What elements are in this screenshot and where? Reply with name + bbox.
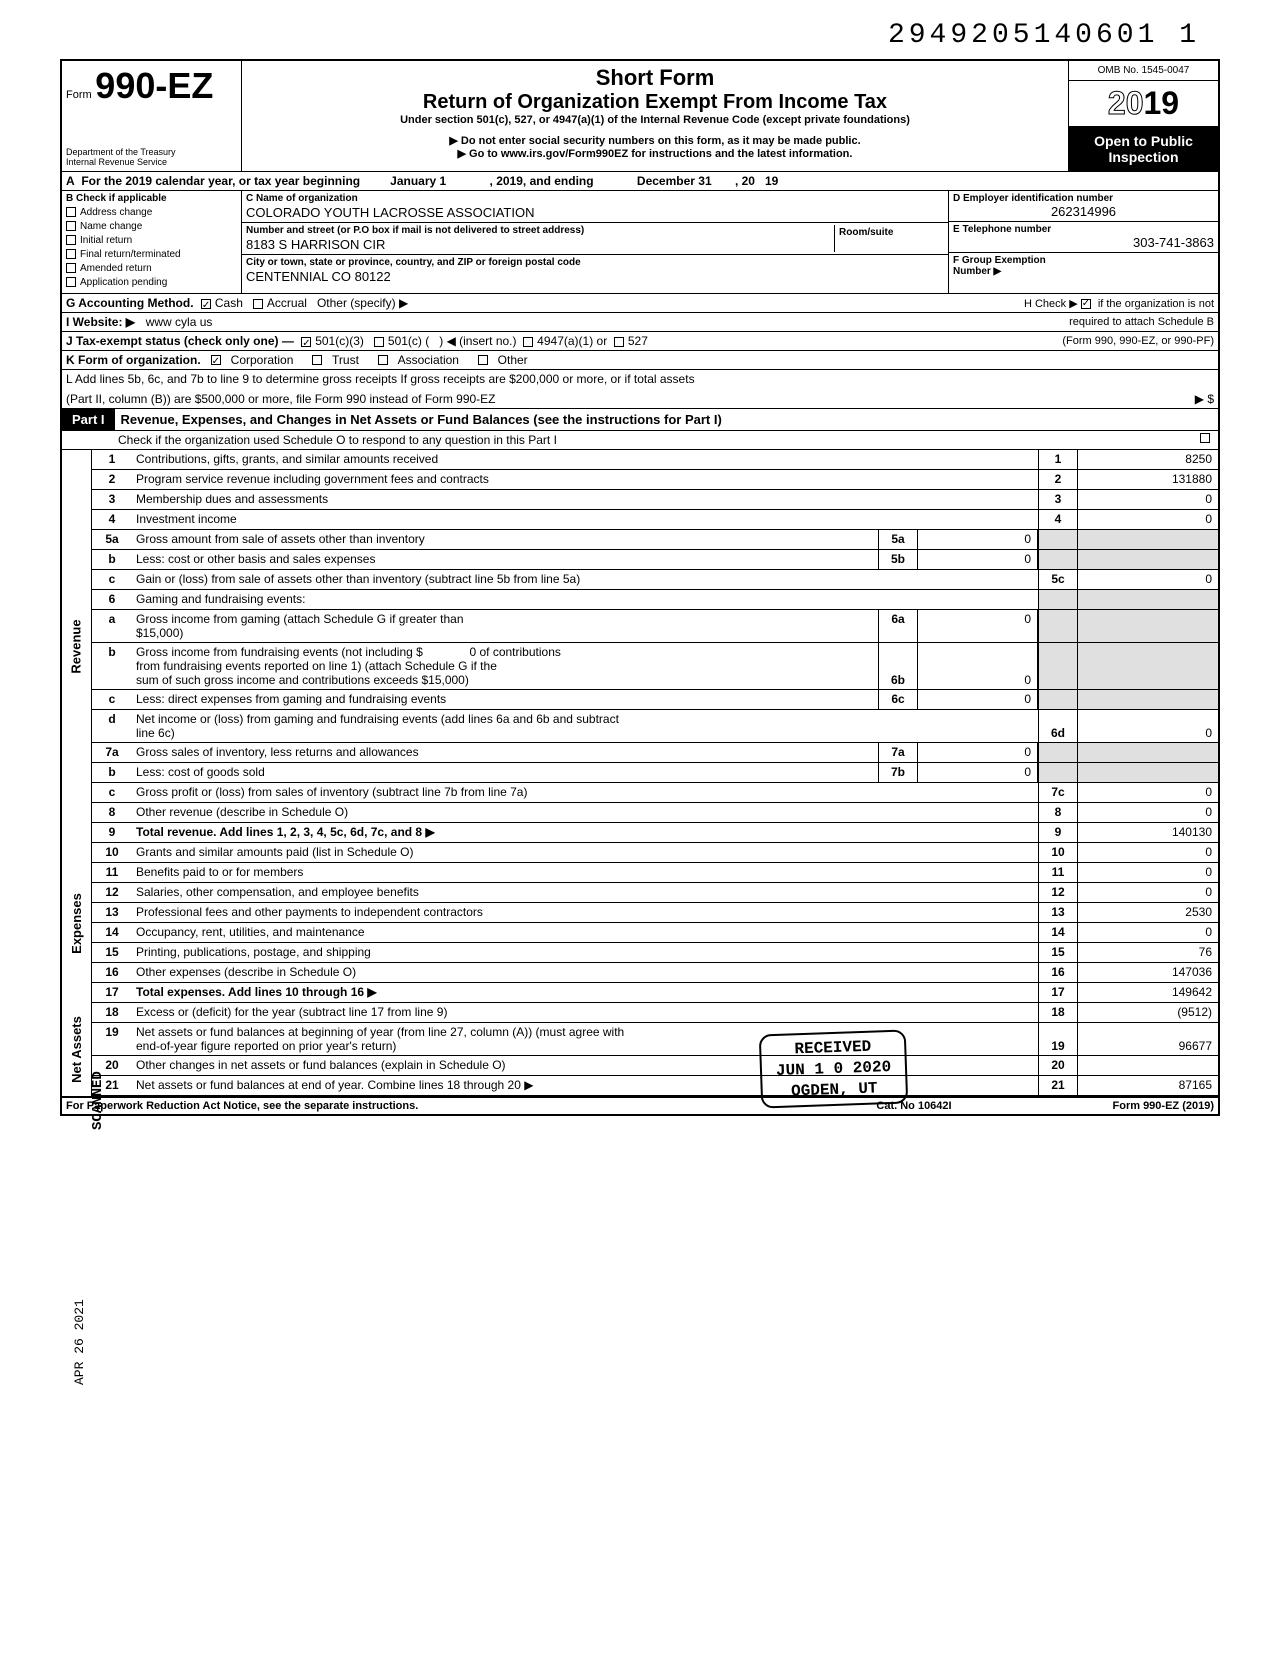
- part1-header: Part I Revenue, Expenses, and Changes in…: [60, 408, 1220, 431]
- short-form-label: Short Form: [250, 65, 1060, 91]
- form-prefix: Form: [66, 89, 92, 101]
- org-info-block: B Check if applicable Address change Nam…: [60, 190, 1220, 293]
- document-number: 2949205140601 1: [60, 20, 1200, 51]
- footer: For Paperwork Reduction Act Notice, see …: [60, 1098, 1220, 1116]
- line-13: 13 Professional fees and other payments …: [92, 903, 1218, 923]
- line-1: 1 Contributions, gifts, grants, and simi…: [92, 450, 1218, 470]
- org-name-label: C Name of organization: [246, 193, 944, 204]
- scanned-stamp: SCANNED: [90, 1071, 106, 1130]
- revenue-section: Revenue 1 Contributions, gifts, grants, …: [60, 450, 1220, 843]
- line-7a: 7a Gross sales of inventory, less return…: [92, 743, 1218, 763]
- room-suite-label: Room/suite: [834, 225, 944, 252]
- line-6c: c Less: direct expenses from gaming and …: [92, 690, 1218, 710]
- line-5a: 5a Gross amount from sale of assets othe…: [92, 530, 1218, 550]
- row-k-form-org: K Form of organization. Corporation Trus…: [60, 350, 1220, 369]
- line-18: 18 Excess or (deficit) for the year (sub…: [92, 1003, 1218, 1023]
- line-20: 20 Other changes in net assets or fund b…: [92, 1056, 1218, 1076]
- group-exemption-number: Number ▶: [953, 266, 1214, 277]
- line-6b: b Gross income from fundraising events (…: [92, 643, 1218, 690]
- cb-cash[interactable]: [201, 299, 211, 309]
- cb-501c[interactable]: [374, 337, 384, 347]
- line-16: 16 Other expenses (describe in Schedule …: [92, 963, 1218, 983]
- row-j-tax-exempt: J Tax-exempt status (check only one) — 5…: [60, 331, 1220, 350]
- city: CENTENNIAL CO 80122: [246, 268, 944, 284]
- revenue-label: Revenue: [69, 619, 84, 673]
- ein-label: D Employer identification number: [953, 193, 1214, 204]
- received-stamp: RECEIVED JUN 1 0 2020 OGDEN, UT: [759, 1029, 909, 1108]
- omb-number: OMB No. 1545-0047: [1069, 61, 1218, 81]
- cb-name-change[interactable]: [66, 221, 76, 231]
- line-12: 12 Salaries, other compensation, and emp…: [92, 883, 1218, 903]
- tax-year: 20201919: [1069, 81, 1218, 127]
- expenses-label: Expenses: [69, 893, 84, 954]
- line-5b: b Less: cost or other basis and sales ex…: [92, 550, 1218, 570]
- netassets-section: Net Assets 18 Excess or (deficit) for th…: [60, 1003, 1220, 1098]
- ein: 262314996: [953, 204, 1214, 219]
- date-stamp: APR 26 2021: [72, 1299, 87, 1385]
- cb-application-pending[interactable]: [66, 277, 76, 287]
- line-15: 15 Printing, publications, postage, and …: [92, 943, 1218, 963]
- cb-corporation[interactable]: [211, 355, 221, 365]
- cb-schedule-o[interactable]: [1200, 433, 1210, 443]
- org-name: COLORADO YOUTH LACROSSE ASSOCIATION: [246, 204, 944, 220]
- street: 8183 S HARRISON CIR: [246, 236, 834, 252]
- cb-association[interactable]: [378, 355, 388, 365]
- line-14: 14 Occupancy, rent, utilities, and maint…: [92, 923, 1218, 943]
- cb-4947[interactable]: [523, 337, 533, 347]
- line-5c: c Gain or (loss) from sale of assets oth…: [92, 570, 1218, 590]
- cb-address-change[interactable]: [66, 207, 76, 217]
- phone-label: E Telephone number: [953, 224, 1214, 235]
- cb-schedule-b[interactable]: [1081, 299, 1091, 309]
- do-not-enter: ▶ Do not enter social security numbers o…: [250, 134, 1060, 147]
- irs: Internal Revenue Service: [66, 157, 237, 167]
- line-6: 6 Gaming and fundraising events:: [92, 590, 1218, 610]
- under-section: Under section 501(c), 527, or 4947(a)(1)…: [250, 114, 1060, 126]
- line-7b: b Less: cost of goods sold 7b 0: [92, 763, 1218, 783]
- line-7c: c Gross profit or (loss) from sales of i…: [92, 783, 1218, 803]
- city-label: City or town, state or province, country…: [246, 257, 944, 268]
- form-number: 990-EZ: [95, 65, 213, 106]
- row-i-website: I Website: ▶ www cyla us required to att…: [60, 312, 1220, 331]
- phone: 303-741-3863: [953, 235, 1214, 250]
- row-g-accounting: G Accounting Method. Cash Accrual Other …: [60, 293, 1220, 312]
- goto-url: ▶ Go to www.irs.gov/Form990EZ for instru…: [250, 147, 1060, 160]
- line-3: 3 Membership dues and assessments 3 0: [92, 490, 1218, 510]
- line-2: 2 Program service revenue including gove…: [92, 470, 1218, 490]
- cb-amended-return[interactable]: [66, 263, 76, 273]
- row-l-gross-receipts: L Add lines 5b, 6c, and 7b to line 9 to …: [60, 369, 1220, 408]
- cb-other-org[interactable]: [478, 355, 488, 365]
- group-exemption-label: F Group Exemption: [953, 255, 1214, 266]
- row-a-tax-year: A For the 2019 calendar year, or tax yea…: [60, 171, 1220, 190]
- line-11: 11 Benefits paid to or for members 11 0: [92, 863, 1218, 883]
- part1-label: Part I: [62, 409, 115, 430]
- line-10: 10 Grants and similar amounts paid (list…: [92, 843, 1218, 863]
- line-4: 4 Investment income 4 0: [92, 510, 1218, 530]
- part1-title: Revenue, Expenses, and Changes in Net As…: [115, 410, 1218, 429]
- line-19: 19 Net assets or fund balances at beginn…: [92, 1023, 1218, 1056]
- cb-final-return[interactable]: [66, 249, 76, 259]
- line-9: 9 Total revenue. Add lines 1, 2, 3, 4, 5…: [92, 823, 1218, 843]
- cb-trust[interactable]: [312, 355, 322, 365]
- form-header: Form 990-EZ Department of the Treasury I…: [60, 59, 1220, 171]
- col-b-checkboxes: B Check if applicable Address change Nam…: [62, 191, 242, 293]
- netassets-label: Net Assets: [69, 1016, 84, 1083]
- cb-accrual[interactable]: [253, 299, 263, 309]
- open-to-public: Open to Public Inspection: [1069, 127, 1218, 171]
- expenses-section: Expenses 10 Grants and similar amounts p…: [60, 843, 1220, 1003]
- dept-treasury: Department of the Treasury: [66, 147, 237, 157]
- line-21: 21 Net assets or fund balances at end of…: [92, 1076, 1218, 1096]
- cb-initial-return[interactable]: [66, 235, 76, 245]
- line-6a: a Gross income from gaming (attach Sched…: [92, 610, 1218, 643]
- form-title: Return of Organization Exempt From Incom…: [250, 91, 1060, 114]
- street-label: Number and street (or P.O box if mail is…: [246, 225, 834, 236]
- cb-501c3[interactable]: [301, 337, 311, 347]
- line-6d: d Net income or (loss) from gaming and f…: [92, 710, 1218, 743]
- paperwork-notice: For Paperwork Reduction Act Notice, see …: [66, 1100, 814, 1112]
- form-footer: Form 990-EZ (2019): [1014, 1100, 1214, 1112]
- part1-subheader: Check if the organization used Schedule …: [60, 431, 1220, 450]
- line-8: 8 Other revenue (describe in Schedule O)…: [92, 803, 1218, 823]
- cb-527[interactable]: [614, 337, 624, 347]
- line-17: 17 Total expenses. Add lines 10 through …: [92, 983, 1218, 1003]
